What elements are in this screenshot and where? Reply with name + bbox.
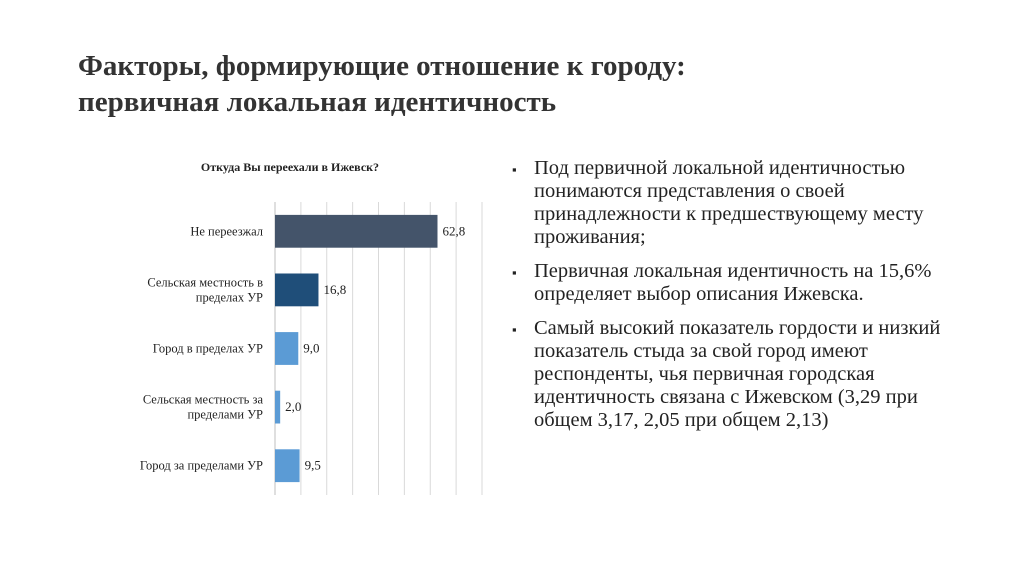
category-label: пределах УР [196,290,263,304]
category-label: Сельская местность за [143,393,264,407]
category-label: Не переезжал [190,224,263,238]
square-bullet-icon: ▪ [512,162,517,177]
data-label: 9,5 [305,458,321,473]
category-label: Сельская местность в [147,275,263,289]
category-label: пределами УР [187,408,263,422]
bar [275,214,438,248]
bullet-text: Самый высокий показатель гордости и низк… [534,317,941,431]
slide-title: Факторы, формирующие отношение к городу:… [78,48,958,120]
bar [275,273,319,307]
chart-plot: 62,8 Не переезжал 16,8 Сельская местность в… [140,202,483,495]
bullet-list: ▪ Под первичной локальной идентичностью … [508,157,968,443]
bar [275,332,299,365]
data-label: 2,0 [285,399,301,414]
square-bullet-icon: ▪ [512,322,517,337]
data-label: 9,0 [303,341,319,356]
bar-chart: Откуда Вы переехали в Ижевск? 62,8 Не пер… [90,150,490,510]
bullet-item: ▪ Самый высокий показатель гордости и ни… [508,317,968,432]
chart-title: Откуда Вы переехали в Ижевск? [200,160,380,174]
bullet-item: ▪ Под первичной локальной идентичностью … [508,157,968,249]
square-bullet-icon: ▪ [512,265,517,280]
category-label: Город за пределами УР [140,459,263,473]
bullet-text: Под первичной локальной идентичностью по… [534,157,924,248]
data-label: 16,8 [323,282,346,297]
category-label: Город в пределах УР [153,342,263,356]
slide-title-line-2: первичная локальная идентичность [78,86,557,118]
bar [275,390,281,424]
bullet-text: Первичная локальная идентичность на 15,6… [534,260,932,305]
bar [275,449,300,483]
slide-title-line-1: Факторы, формирующие отношение к городу: [78,50,686,82]
bullet-item: ▪ Первичная локальная идентичность на 15… [508,260,968,306]
data-label: 62,8 [442,223,465,238]
